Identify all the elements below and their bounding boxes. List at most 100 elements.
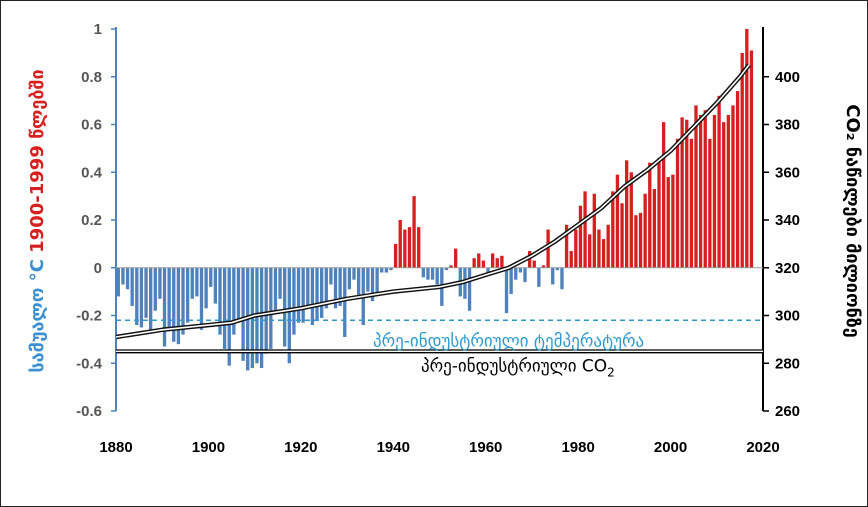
temperature-bar (569, 251, 573, 268)
temperature-bar (698, 114, 703, 268)
right-tick-label: 360 (775, 164, 800, 181)
temperature-bar (740, 52, 744, 268)
temperature-bar (514, 267, 518, 280)
temperature-bar (671, 174, 675, 268)
temperature-bar (454, 248, 458, 268)
temperature-bar (292, 267, 296, 335)
temperature-bar (310, 267, 315, 326)
temperature-bar (398, 220, 402, 268)
right-axis-title: CO₂ ნაწილები მილიონზე (842, 104, 863, 337)
temperature-bar (319, 267, 324, 318)
temperature-bar (213, 267, 218, 304)
temperature-bar (135, 267, 139, 326)
temperature-bar (477, 253, 481, 268)
temperature-bar (296, 267, 301, 323)
temperature-bar (680, 117, 684, 268)
temperature-bar (269, 267, 273, 349)
temperature-bar (745, 29, 749, 268)
temperature-bar (634, 215, 638, 268)
temperature-bar (722, 122, 726, 268)
temperature-bar (149, 267, 153, 333)
temperature-bar (139, 267, 144, 328)
left-tick-label: -0.2 (76, 308, 102, 325)
temperature-bar (666, 177, 670, 268)
temperature-bar (315, 267, 319, 321)
left-axis-title-part1: სამუალო °C (27, 253, 48, 373)
temperature-bar (153, 267, 157, 311)
temperature-bar (222, 267, 227, 349)
temperature-bar (273, 267, 278, 311)
temperature-bar (232, 267, 236, 335)
temperature-bar (689, 138, 694, 268)
temperature-bar (181, 267, 185, 335)
temperature-bar (380, 267, 384, 273)
temperature-bar (467, 267, 472, 311)
temperature-bar (199, 267, 204, 330)
temperature-bar (227, 267, 231, 366)
temperature-bar (574, 229, 578, 268)
temperature-bar (125, 267, 130, 290)
right-tick-label: 400 (775, 69, 800, 86)
temperature-bar (597, 229, 601, 268)
temperature-bar (620, 203, 624, 268)
left-axis-title: სამუალო °C 1900-1999 წლებში (27, 69, 48, 372)
temperature-bar (638, 212, 643, 268)
temperature-bar (629, 172, 633, 268)
temperature-bar (560, 267, 564, 290)
temperature-bar (343, 267, 347, 337)
temperature-bar (241, 267, 245, 361)
temperature-bar (403, 229, 407, 268)
temperature-bar (601, 239, 606, 268)
temperature-bar (172, 267, 176, 342)
right-tick-label: 280 (775, 355, 800, 372)
temperature-bar (495, 258, 499, 268)
temperature-bar (481, 260, 486, 268)
temperature-bar (393, 243, 398, 268)
temperature-bar (366, 267, 370, 292)
temperature-bar (578, 205, 583, 268)
left-tick-label: 0.6 (81, 117, 102, 134)
temperature-bar (675, 138, 680, 268)
temperature-bar (384, 267, 389, 273)
temperature-bar (195, 267, 199, 297)
temperature-bar (703, 110, 707, 268)
temperature-bar (218, 267, 222, 335)
temperature-bar (583, 191, 587, 268)
temperature-bar (283, 267, 287, 347)
left-tick-label: 0 (94, 260, 102, 277)
temperature-bar (347, 267, 352, 290)
temperature-bar (116, 267, 120, 297)
left-tick-label: 0.2 (81, 212, 102, 229)
temperature-bar (370, 267, 375, 302)
temperature-bar (333, 267, 338, 309)
temperature-bar (749, 50, 754, 268)
temperature-bar (185, 267, 190, 323)
temperature-bar (421, 267, 425, 278)
x-tick-label: 1900 (192, 439, 225, 456)
temperature-bar (606, 224, 610, 268)
x-tick-label: 1880 (99, 439, 132, 456)
x-tick-label: 1920 (284, 439, 317, 456)
temperature-bar (209, 267, 213, 287)
co2-series-line-inner (115, 64, 750, 338)
temperature-bar (537, 267, 541, 287)
temperature-bar (685, 119, 689, 268)
temperature-bar (555, 267, 560, 271)
temperature-bar (523, 267, 527, 283)
temperature-bar (162, 267, 167, 347)
temperature-bar (490, 253, 495, 268)
temperature-bar (264, 267, 268, 354)
temperature-bar (625, 160, 629, 268)
temperature-bar (657, 157, 661, 268)
temperature-bar (472, 258, 476, 268)
temperature-bar (648, 162, 652, 268)
right-tick-label: 340 (775, 212, 800, 229)
temperature-bar (712, 114, 717, 268)
temperature-bar (236, 267, 241, 321)
preindustrial-co2-label-main: პრე-ინდუსტრიული CO (421, 356, 607, 376)
temperature-bar (694, 105, 698, 268)
temperature-bar (144, 267, 148, 318)
temperature-bar (130, 267, 134, 306)
